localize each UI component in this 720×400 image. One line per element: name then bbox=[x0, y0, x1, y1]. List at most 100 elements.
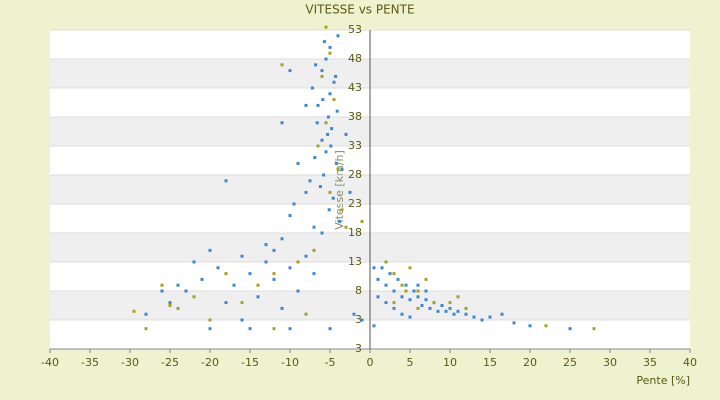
x-tick-label: -30 bbox=[121, 356, 139, 369]
point bbox=[232, 283, 236, 287]
point bbox=[264, 243, 268, 247]
point bbox=[144, 312, 148, 316]
point bbox=[272, 327, 276, 331]
point bbox=[344, 132, 348, 136]
x-tick-label: 25 bbox=[563, 356, 577, 369]
chart-title: VITESSE vs PENTE bbox=[305, 3, 414, 17]
point bbox=[344, 225, 348, 229]
point bbox=[400, 295, 404, 299]
y-tick-label: 28 bbox=[348, 168, 362, 181]
point bbox=[184, 289, 188, 293]
x-tick-label: -35 bbox=[81, 356, 99, 369]
point bbox=[321, 98, 325, 102]
point bbox=[316, 103, 320, 107]
point bbox=[448, 301, 452, 305]
point bbox=[324, 57, 328, 61]
point bbox=[352, 312, 356, 316]
point bbox=[464, 312, 468, 316]
point bbox=[168, 301, 172, 305]
point bbox=[444, 309, 448, 313]
point bbox=[332, 98, 336, 102]
y-tick-label: 23 bbox=[348, 197, 362, 210]
point bbox=[456, 309, 460, 313]
x-tick-label: -5 bbox=[325, 356, 336, 369]
point bbox=[208, 327, 212, 331]
x-axis-label: Pente [%] bbox=[636, 374, 690, 387]
point bbox=[315, 121, 319, 125]
y-tick-label: 3 bbox=[355, 313, 362, 326]
point bbox=[224, 301, 228, 305]
x-tick-label: 40 bbox=[683, 356, 697, 369]
point bbox=[314, 63, 318, 67]
point bbox=[528, 324, 532, 328]
point bbox=[312, 272, 316, 276]
point bbox=[376, 295, 380, 299]
point bbox=[160, 283, 164, 287]
x-tick-label: -10 bbox=[281, 356, 299, 369]
point bbox=[330, 127, 334, 131]
point bbox=[272, 277, 276, 281]
point bbox=[240, 301, 244, 305]
point bbox=[313, 156, 317, 160]
point bbox=[408, 266, 412, 270]
x-tick-label: -20 bbox=[201, 356, 219, 369]
point bbox=[304, 103, 308, 107]
y-tick-label: 33 bbox=[348, 139, 362, 152]
point bbox=[456, 295, 460, 299]
point bbox=[360, 318, 364, 322]
y-tick-label: 13 bbox=[348, 255, 362, 268]
point bbox=[224, 179, 228, 183]
point bbox=[568, 327, 572, 331]
point bbox=[512, 321, 516, 325]
point bbox=[348, 190, 352, 194]
point bbox=[224, 272, 228, 276]
point bbox=[424, 289, 428, 293]
x-tick-label: -40 bbox=[41, 356, 59, 369]
point bbox=[176, 283, 180, 287]
point bbox=[464, 306, 468, 310]
point bbox=[416, 283, 420, 287]
x-tick-label: 5 bbox=[407, 356, 414, 369]
point bbox=[384, 260, 388, 264]
point bbox=[192, 260, 196, 264]
x-tick-label: 35 bbox=[643, 356, 657, 369]
point bbox=[132, 309, 136, 313]
point bbox=[292, 202, 296, 206]
point bbox=[404, 289, 408, 293]
point bbox=[288, 327, 292, 331]
point bbox=[328, 51, 332, 55]
point bbox=[338, 219, 342, 223]
point bbox=[280, 121, 284, 125]
point bbox=[388, 272, 392, 276]
point bbox=[360, 219, 364, 223]
point bbox=[324, 121, 328, 125]
x-tick-label: -15 bbox=[241, 356, 259, 369]
x-tick-label: 0 bbox=[367, 356, 374, 369]
point bbox=[392, 289, 396, 293]
x-tick-label: 10 bbox=[443, 356, 457, 369]
point bbox=[296, 260, 300, 264]
point bbox=[208, 318, 212, 322]
point bbox=[144, 327, 148, 331]
point bbox=[324, 150, 328, 154]
point bbox=[400, 312, 404, 316]
point bbox=[216, 266, 220, 270]
point bbox=[208, 248, 212, 252]
point bbox=[448, 306, 452, 310]
point bbox=[280, 306, 284, 310]
point bbox=[272, 272, 276, 276]
point bbox=[304, 190, 308, 194]
point bbox=[308, 179, 312, 183]
point bbox=[380, 266, 384, 270]
x-tick-label: 30 bbox=[603, 356, 617, 369]
point bbox=[332, 80, 336, 84]
point bbox=[326, 132, 330, 136]
point bbox=[328, 92, 332, 96]
point bbox=[412, 289, 416, 293]
point bbox=[334, 74, 338, 78]
point bbox=[424, 277, 428, 281]
point bbox=[400, 283, 404, 287]
point bbox=[256, 283, 260, 287]
point bbox=[472, 315, 476, 319]
